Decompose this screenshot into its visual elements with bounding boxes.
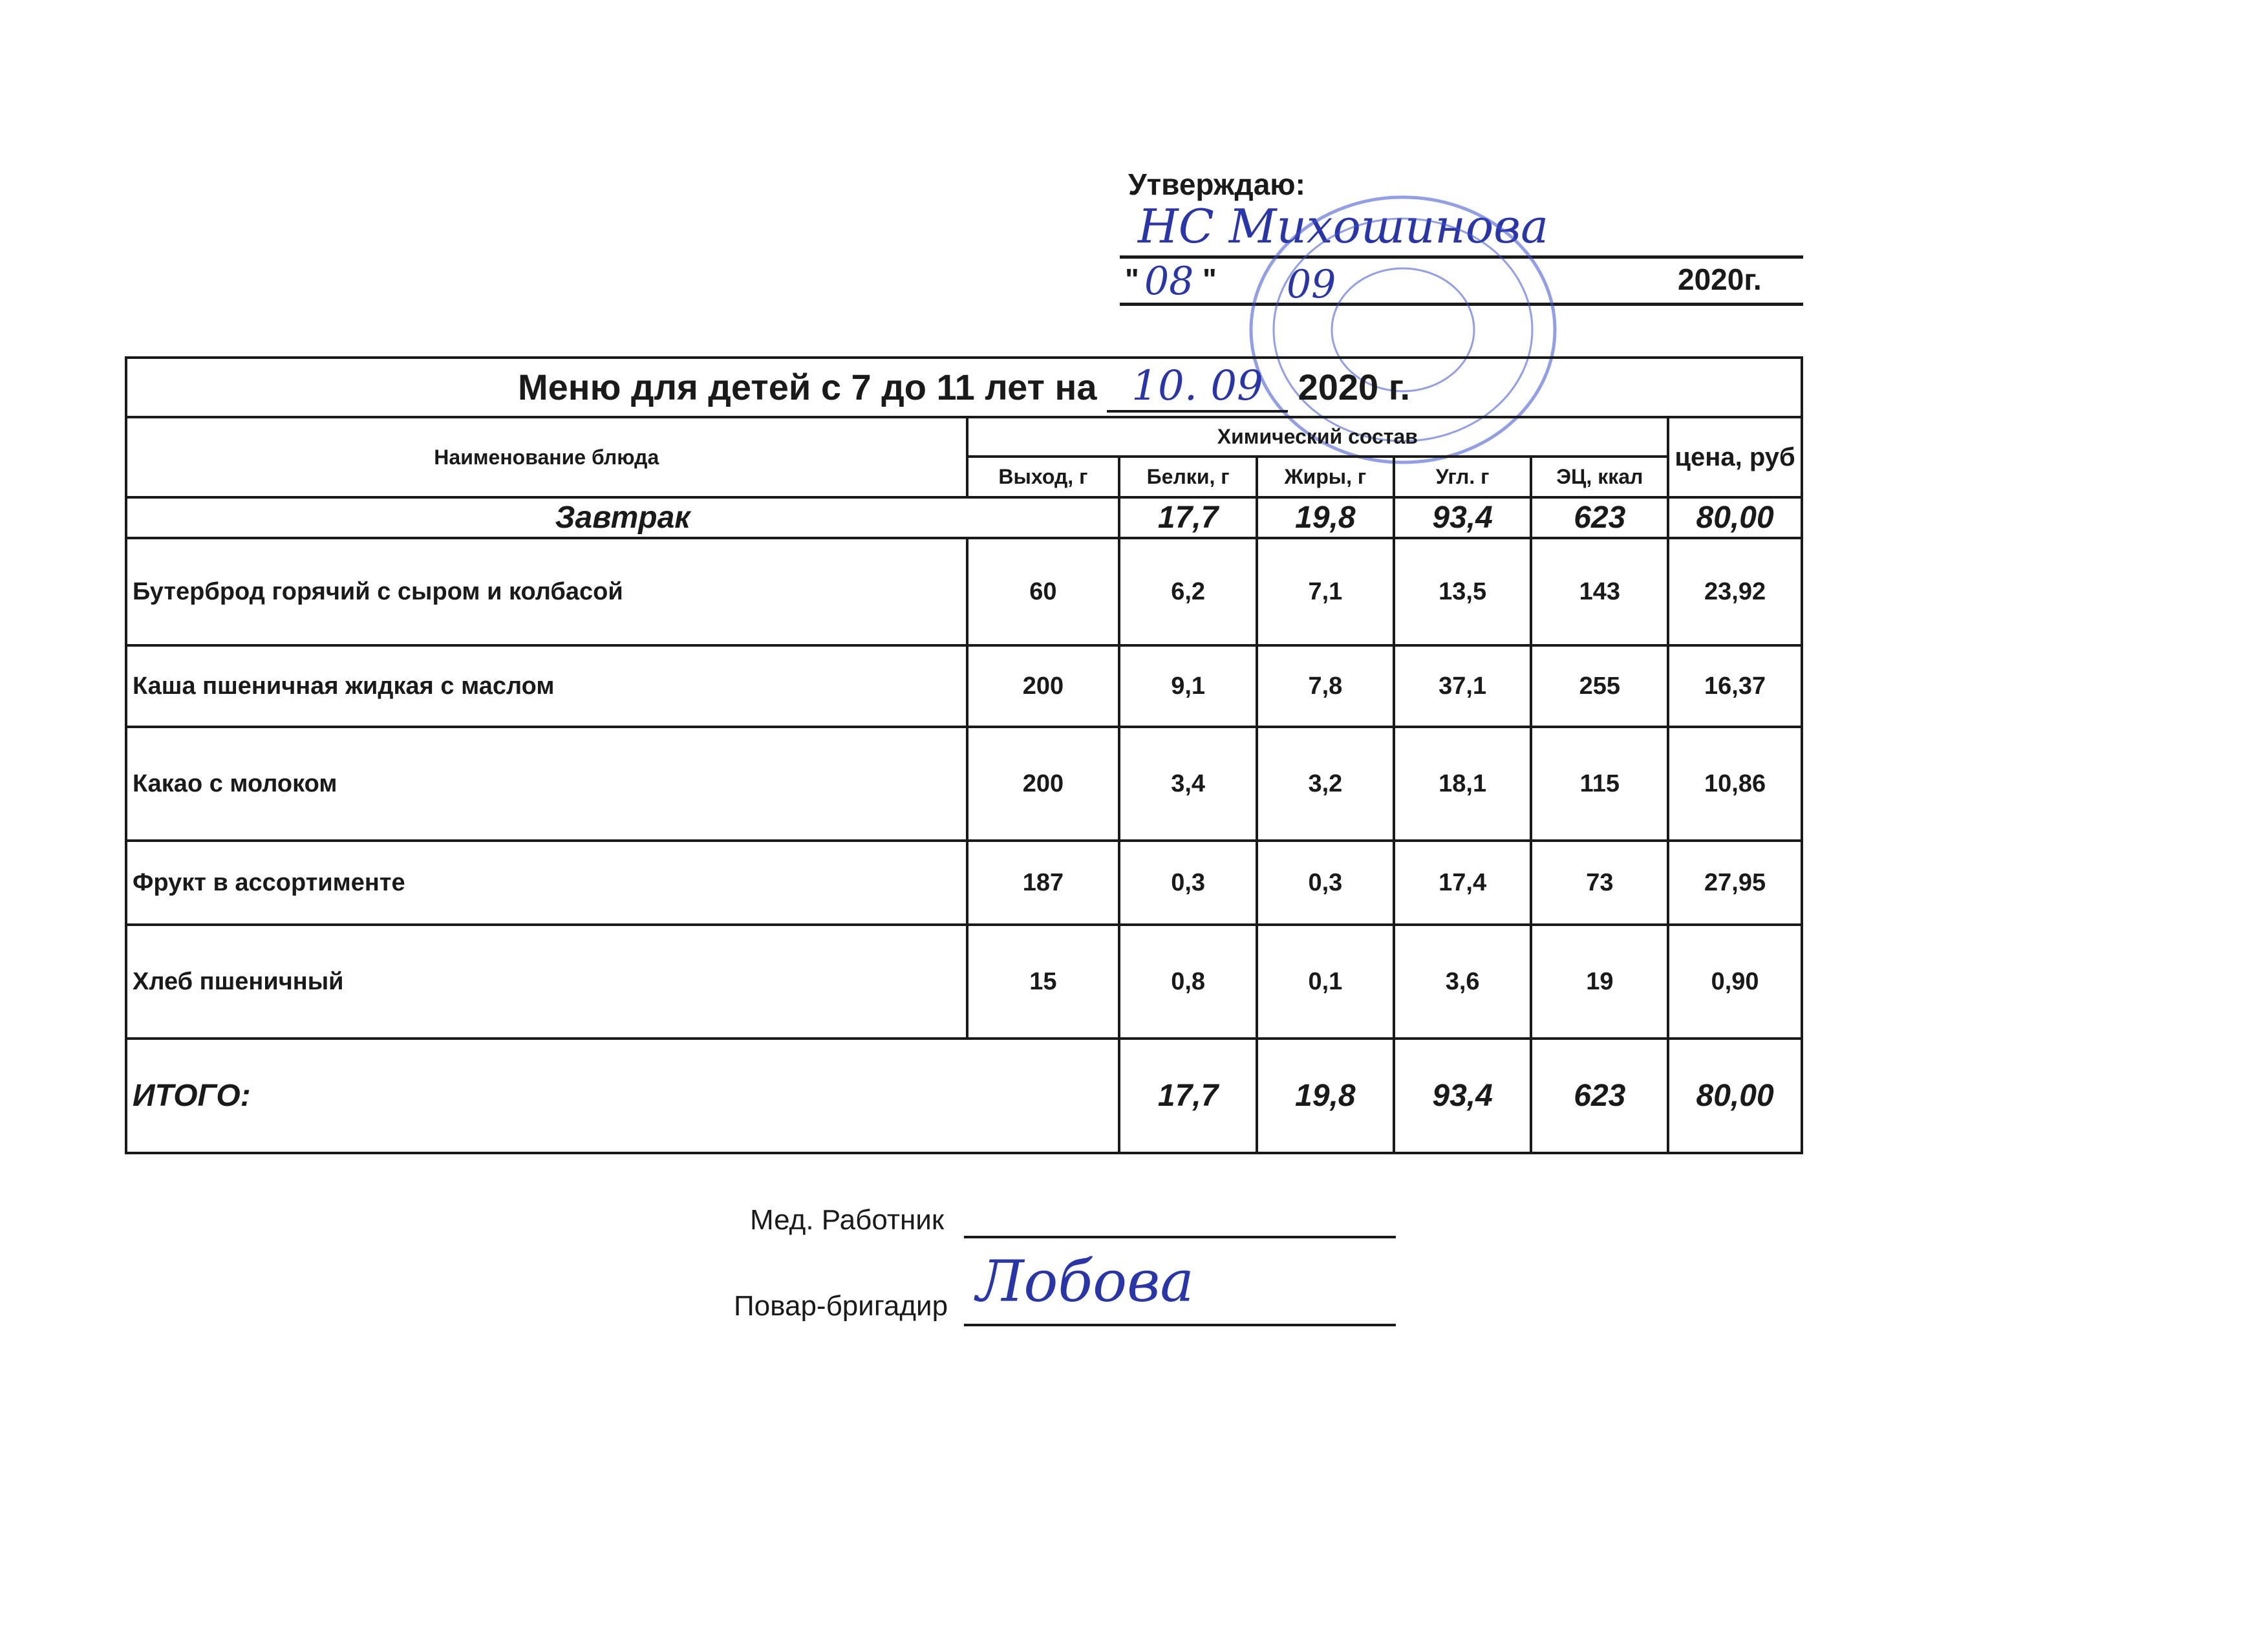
dish-yield: 200	[965, 726, 1121, 842]
approval-month: 09	[1287, 262, 1336, 307]
dish-fat: 0,1	[1256, 923, 1395, 1040]
header-price: цена, руб	[1667, 416, 1803, 499]
dish-energy: 19	[1530, 923, 1670, 1040]
title-date: 10. 09	[1107, 362, 1289, 413]
dish-carbs: 13,5	[1392, 537, 1533, 647]
header-yield: Выход, г	[965, 455, 1121, 499]
section-label: Завтрак	[124, 496, 1121, 539]
dish-protein: 3,4	[1118, 726, 1259, 842]
cook-signature-line	[964, 1324, 1396, 1326]
approval-label: Утверждаю:	[1128, 167, 1305, 201]
table-row: Фрукт в ассортименте 187 0,3 0,3 17,4 73…	[125, 839, 1803, 926]
dish-yield: 15	[965, 923, 1121, 1040]
approval-year: 2020г.	[1678, 263, 1762, 296]
dish-carbs: 18,1	[1392, 726, 1533, 842]
dish-energy: 143	[1530, 537, 1670, 647]
dish-protein: 6,2	[1118, 537, 1259, 647]
title-prefix: Меню для детей с 7 до 11 лет на	[517, 367, 1097, 407]
table-row: Хлеб пшеничный 15 0,8 0,1 3,6 19 0,90	[125, 923, 1803, 1040]
section-row: Завтрак 17,7 19,8 93,4 623 80,00	[124, 496, 1803, 539]
dish-name: Каша пшеничная жидкая с маслом	[125, 644, 968, 728]
header-row-2: Выход, г Белки, г Жиры, г Угл. г ЭЦ, кка…	[126, 455, 1802, 499]
dish-protein: 0,8	[1118, 923, 1259, 1040]
dish-energy: 115	[1530, 726, 1670, 842]
dish-protein: 9,1	[1118, 644, 1259, 728]
dish-fat: 7,8	[1256, 644, 1395, 728]
title-suffix: 2020 г.	[1298, 367, 1411, 407]
section-price: 80,00	[1667, 496, 1803, 539]
dish-yield: 200	[965, 644, 1121, 728]
table-row: Какао с молоком 200 3,4 3,2 18,1 115 10,…	[125, 726, 1803, 842]
dish-yield: 60	[965, 537, 1121, 647]
total-energy: 623	[1530, 1037, 1670, 1154]
dish-carbs: 3,6	[1392, 923, 1533, 1040]
dish-name: Какао с молоком	[125, 726, 968, 842]
dish-carbs: 17,4	[1392, 839, 1533, 926]
total-fat: 19,8	[1256, 1037, 1395, 1154]
header-energy: ЭЦ, ккал	[1530, 455, 1670, 499]
total-row: ИТОГО: 17,7 19,8 93,4 623 80,00	[124, 1037, 1803, 1154]
dish-price: 10,86	[1667, 726, 1803, 842]
approval-day: 08	[1144, 259, 1194, 304]
dish-fat: 0,3	[1256, 839, 1395, 926]
header-chem: Химический состав	[965, 416, 1670, 458]
dish-name: Бутерброд горячий с сыром и колбасой	[125, 537, 968, 647]
menu-title: Меню для детей с 7 до 11 лет на 10. 09 2…	[125, 356, 1803, 418]
table-row: Бутерброд горячий с сыром и колбасой 60 …	[125, 537, 1803, 647]
header-dish: Наименование блюда	[125, 416, 968, 499]
section-carbs: 93,4	[1392, 496, 1533, 539]
title-row: Меню для детей с 7 до 11 лет на 10. 09 2…	[125, 356, 1803, 418]
dish-energy: 255	[1530, 644, 1670, 728]
total-price: 80,00	[1667, 1037, 1803, 1154]
header-fat: Жиры, г	[1256, 455, 1395, 499]
table-row: Каша пшеничная жидкая с маслом 200 9,1 7…	[125, 644, 1803, 728]
dish-carbs: 37,1	[1392, 644, 1533, 728]
approval-day-close-quote: "	[1203, 263, 1217, 296]
dish-name: Хлеб пшеничный	[125, 923, 968, 1040]
date-line	[1120, 303, 1803, 306]
section-fat: 19,8	[1256, 496, 1395, 539]
signature-line	[1120, 255, 1803, 259]
total-carbs: 93,4	[1392, 1037, 1533, 1154]
section-protein: 17,7	[1118, 496, 1259, 539]
dish-protein: 0,3	[1118, 839, 1259, 926]
header-carbs: Угл. г	[1392, 455, 1533, 499]
total-label: ИТОГО:	[124, 1037, 1121, 1154]
dish-yield: 187	[965, 839, 1121, 926]
header-protein: Белки, г	[1118, 455, 1259, 499]
dish-energy: 73	[1530, 839, 1670, 926]
dish-price: 23,92	[1667, 537, 1803, 647]
medic-label: Мед. Работник	[750, 1204, 945, 1236]
approval-day-open-quote: "	[1125, 263, 1139, 296]
medic-signature-line	[964, 1236, 1396, 1238]
dish-price: 16,37	[1667, 644, 1803, 728]
cook-signature: Лобова	[976, 1248, 1194, 1315]
dish-price: 27,95	[1667, 839, 1803, 926]
dish-price: 0,90	[1667, 923, 1803, 1040]
total-protein: 17,7	[1118, 1037, 1259, 1154]
approval-signature: НС Михошинова	[1138, 199, 1548, 253]
dish-fat: 3,2	[1256, 726, 1395, 842]
menu-table: Меню для детей с 7 до 11 лет на 10. 09 2…	[124, 356, 1803, 1154]
dish-name: Фрукт в ассортименте	[125, 839, 968, 926]
cook-label: Повар-бригадир	[734, 1290, 948, 1322]
dish-fat: 7,1	[1256, 537, 1395, 647]
header-row-1: Наименование блюда Химический состав цен…	[125, 416, 1803, 499]
section-energy: 623	[1530, 496, 1670, 539]
